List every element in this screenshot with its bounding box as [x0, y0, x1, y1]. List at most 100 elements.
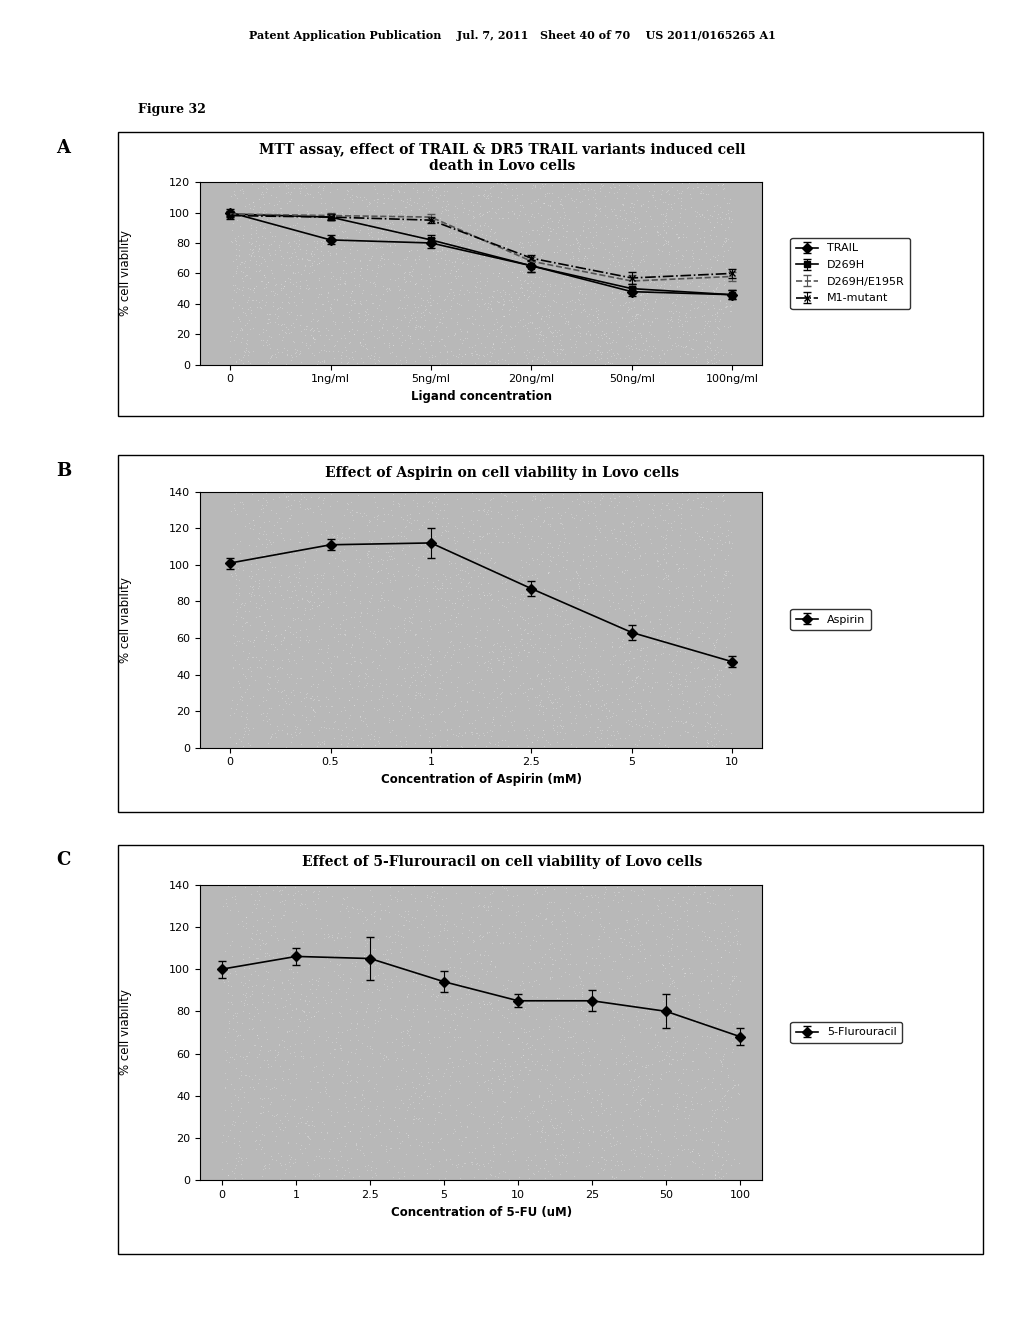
Point [463, 907, 479, 928]
Point [303, 594, 319, 615]
Point [549, 259, 565, 280]
Point [520, 1155, 537, 1176]
Point [337, 337, 353, 358]
Point [460, 248, 476, 269]
Point [504, 292, 520, 313]
Point [540, 1125, 556, 1146]
Point [251, 238, 267, 259]
Point [248, 536, 264, 557]
Point [611, 1133, 628, 1154]
Point [588, 298, 604, 319]
Point [433, 197, 450, 218]
Point [551, 319, 567, 341]
Point [474, 582, 490, 603]
Point [485, 1060, 502, 1081]
Point [464, 921, 480, 942]
Point [299, 1008, 315, 1030]
Point [628, 182, 644, 203]
Point [386, 219, 402, 240]
Point [677, 721, 693, 742]
Point [541, 182, 557, 203]
Point [264, 296, 281, 317]
Point [281, 486, 297, 507]
Point [563, 661, 580, 682]
Point [666, 972, 682, 993]
Point [364, 546, 380, 568]
Point [297, 696, 313, 717]
Point [239, 648, 255, 669]
Point [418, 587, 434, 609]
Point [279, 1003, 295, 1024]
Point [686, 671, 702, 692]
Point [507, 1051, 523, 1072]
Point [562, 272, 579, 293]
Point [367, 954, 383, 975]
Point [250, 1028, 266, 1049]
Point [551, 664, 567, 685]
Point [246, 894, 262, 915]
Point [642, 945, 658, 966]
Point [332, 966, 348, 987]
Point [342, 1065, 358, 1086]
Point [485, 313, 502, 334]
Point [451, 343, 467, 364]
Point [638, 330, 654, 351]
Point [626, 257, 642, 279]
Point [611, 265, 628, 286]
Point [520, 1038, 537, 1059]
Point [231, 240, 248, 261]
Point [337, 1159, 353, 1180]
Point [292, 496, 308, 517]
Point [460, 562, 476, 583]
Point [423, 1065, 439, 1086]
Point [591, 902, 607, 923]
Point [380, 895, 396, 916]
Point [458, 1126, 474, 1147]
Point [595, 1064, 611, 1085]
Point [483, 248, 500, 269]
Point [367, 348, 383, 370]
Point [391, 327, 408, 348]
Point [429, 507, 445, 528]
Point [518, 583, 535, 605]
Point [590, 929, 606, 950]
Point [718, 341, 734, 362]
Point [662, 183, 678, 205]
Point [601, 352, 617, 374]
Point [575, 960, 592, 981]
Point [629, 174, 645, 195]
Point [623, 985, 639, 1006]
Point [483, 661, 500, 682]
Point [224, 213, 241, 234]
Point [506, 524, 522, 545]
Point [539, 1138, 555, 1159]
Point [378, 557, 394, 578]
Point [385, 694, 401, 715]
Text: C: C [56, 851, 71, 870]
Point [469, 652, 485, 673]
Point [384, 916, 400, 937]
Point [336, 228, 352, 249]
Point [473, 1090, 489, 1111]
Point [359, 1115, 376, 1137]
Point [327, 276, 343, 297]
Point [355, 351, 372, 372]
Point [413, 1084, 429, 1105]
Point [609, 276, 626, 297]
Point [674, 244, 690, 265]
Point [706, 693, 722, 714]
Point [284, 919, 300, 940]
Point [484, 1082, 501, 1104]
Point [573, 986, 590, 1007]
Point [590, 887, 606, 908]
Point [479, 298, 496, 319]
Point [618, 227, 635, 248]
Point [343, 289, 359, 310]
Point [545, 595, 561, 616]
Point [556, 623, 572, 644]
Point [443, 620, 460, 642]
Point [314, 177, 331, 198]
Point [472, 261, 488, 282]
Point [609, 226, 626, 247]
Point [248, 898, 264, 919]
